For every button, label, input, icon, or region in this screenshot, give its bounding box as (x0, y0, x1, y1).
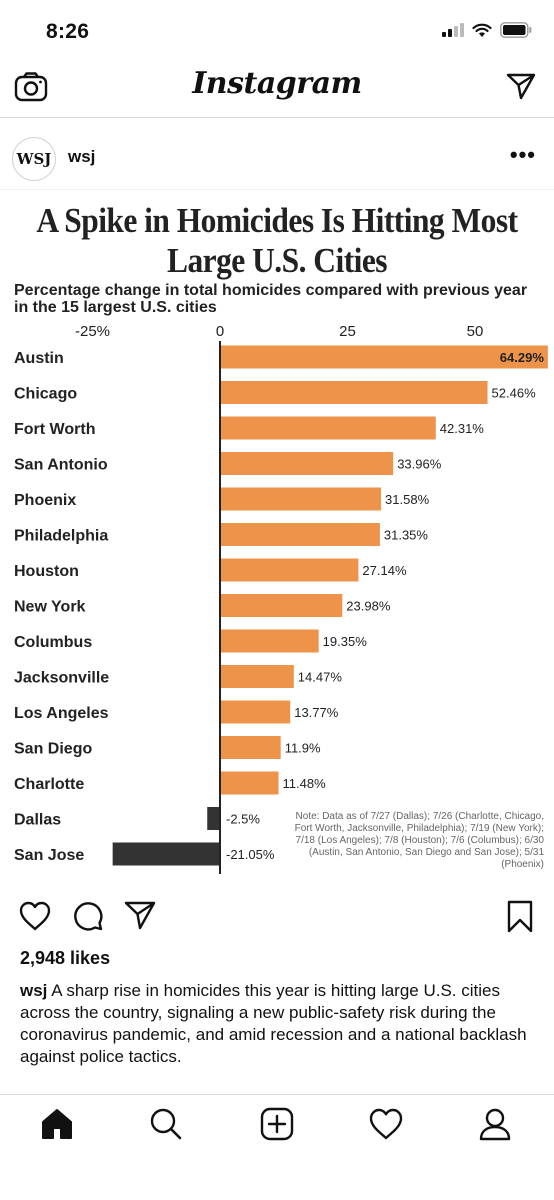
category-label: Houston (14, 563, 79, 580)
bar (220, 558, 359, 582)
new-post-icon[interactable] (260, 1107, 294, 1146)
bar (220, 487, 382, 511)
more-options-button[interactable]: ••• (509, 142, 536, 167)
category-label: Chicago (14, 386, 77, 403)
comment-icon[interactable] (72, 900, 104, 937)
bar (112, 842, 220, 866)
value-label: 64.29% (500, 350, 545, 365)
like-icon[interactable] (18, 900, 52, 937)
chart-note: Note: Data as of 7/27 (Dallas); 7/26 (Ch… (294, 811, 544, 870)
home-icon[interactable] (40, 1107, 74, 1146)
post-username[interactable]: wsj (68, 147, 96, 166)
category-label: San Jose (14, 847, 84, 864)
status-time: 8:26 (46, 20, 90, 43)
bar (220, 416, 436, 440)
wifi-icon (472, 23, 492, 43)
chart-title: A Spike in Homicides Is Hitting Most Lar… (36, 201, 518, 280)
x-tick-label: 25 (339, 323, 356, 340)
value-label: 31.58% (385, 492, 430, 507)
category-label: San Antonio (14, 457, 108, 474)
value-label: 19.35% (323, 634, 368, 649)
post-caption: wsj A sharp rise in homicides this year … (20, 980, 540, 1068)
direct-message-icon[interactable] (506, 72, 536, 105)
battery-icon (500, 22, 532, 43)
caption-username[interactable]: wsj (20, 981, 48, 1000)
value-label: 33.96% (397, 457, 442, 472)
bar (220, 736, 281, 759)
bar (220, 700, 291, 724)
category-label: Austin (14, 350, 64, 367)
value-label: 52.46% (492, 386, 537, 401)
category-label: Jacksonville (14, 670, 109, 687)
signal-icon (442, 23, 464, 42)
avatar[interactable]: WSJ (12, 137, 56, 181)
value-label: 42.31% (440, 421, 485, 436)
bar-chart: -25% 0 25 50 Austin 64.29% Chicago 52.46% Fort W… (14, 323, 548, 874)
x-tick-label: 0 (216, 323, 224, 340)
chart-subtitle: Percentage change in total homicides com… (14, 282, 528, 316)
value-label: 13.77% (294, 705, 339, 720)
bar (220, 665, 294, 688)
bar (220, 523, 380, 546)
category-label: New York (14, 599, 86, 616)
value-label: 11.48% (283, 776, 327, 791)
bar (220, 594, 343, 617)
post-actions (0, 896, 554, 940)
post-image[interactable]: A Spike in Homicides Is Hitting Most Lar… (0, 191, 554, 885)
x-tick-label: 50 (467, 323, 484, 340)
value-label: 11.9% (285, 741, 321, 756)
value-label: -21.05% (226, 847, 275, 862)
camera-icon[interactable] (14, 72, 48, 107)
x-tick-label: -25% (75, 323, 110, 340)
category-label: Charlotte (14, 776, 84, 793)
caption-text: A sharp rise in homicides this year is h… (20, 981, 527, 1066)
status-bar: 8:26 (0, 0, 554, 62)
app-header: Instagram (0, 62, 554, 118)
bar (220, 345, 548, 369)
share-icon[interactable] (124, 900, 156, 935)
bottom-nav (0, 1094, 554, 1200)
search-icon[interactable] (149, 1107, 183, 1146)
likes-count[interactable]: 2,948 likes (20, 948, 111, 968)
category-label: Philadelphia (14, 528, 108, 545)
bookmark-icon[interactable] (506, 900, 534, 939)
category-label: Fort Worth (14, 421, 95, 438)
value-label: -2.5% (226, 812, 260, 827)
status-icons (442, 22, 532, 43)
post-header: WSJ wsj ••• (0, 128, 554, 190)
bar (220, 629, 319, 653)
profile-icon[interactable] (478, 1107, 512, 1146)
activity-icon[interactable] (368, 1107, 404, 1146)
category-label: Los Angeles (14, 705, 109, 722)
value-label: 31.35% (384, 528, 429, 543)
value-label: 14.47% (298, 670, 343, 685)
bar (220, 771, 279, 795)
value-label: 27.14% (362, 563, 407, 578)
category-label: Phoenix (14, 492, 76, 509)
category-label: Columbus (14, 634, 92, 651)
bar (207, 807, 220, 830)
category-label: Dallas (14, 812, 61, 829)
value-label: 23.98% (346, 599, 391, 614)
instagram-logo: Instagram (192, 66, 362, 101)
bar (220, 381, 488, 404)
category-label: San Diego (14, 741, 92, 758)
bar (220, 452, 394, 475)
